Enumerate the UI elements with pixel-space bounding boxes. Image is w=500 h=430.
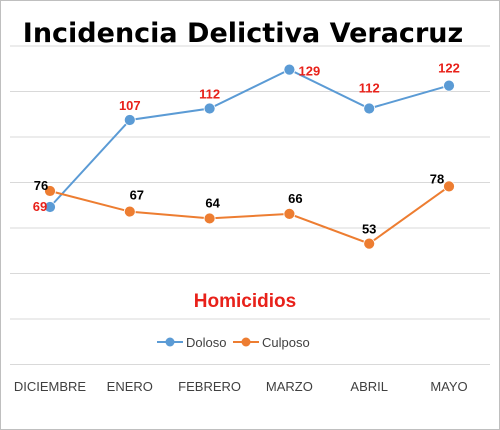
chart-subtitle: Homicidios [194, 291, 296, 312]
chart-title: Incidencia Delictiva Veracruz [23, 18, 463, 49]
point-doloso [363, 102, 376, 115]
legend-marker-doloso [165, 337, 175, 347]
point-culposo [283, 207, 296, 220]
legend-marker-culposo [241, 337, 251, 347]
x-tick-label: ENERO [107, 379, 153, 394]
x-tick-label: ABRIL [350, 379, 388, 394]
legend-label-culposo: Culposo [262, 335, 310, 350]
data-label-doloso: 122 [438, 61, 460, 76]
point-culposo [443, 180, 455, 193]
point-culposo [363, 237, 376, 250]
gridlines [10, 45, 490, 365]
x-tick-label: FEBRERO [178, 379, 241, 394]
data-label-culposo: 76 [34, 178, 48, 193]
data-label-culposo: 64 [205, 195, 220, 210]
legend: Doloso Culposo [157, 335, 310, 350]
x-tick-label: MARZO [266, 379, 313, 394]
series-line-doloso [49, 68, 450, 208]
point-doloso [203, 102, 216, 115]
series-layer [44, 63, 455, 250]
x-axis-ticks: DICIEMBRE ENERO FEBRERO MARZO ABRIL MAYO [14, 379, 468, 394]
point-doloso [283, 63, 296, 76]
data-label-doloso: 129 [299, 64, 321, 79]
data-label-doloso: 69 [33, 199, 47, 214]
point-culposo [123, 205, 136, 218]
point-doloso [44, 201, 56, 213]
data-label-doloso: 112 [199, 87, 220, 102]
point-doloso [443, 79, 455, 92]
data-label-culposo: 53 [362, 222, 376, 237]
series-line-culposo [49, 185, 450, 245]
x-tick-label: DICIEMBRE [14, 379, 87, 394]
legend-label-doloso: Doloso [186, 335, 226, 350]
data-label-culposo: 78 [430, 171, 444, 186]
data-label-doloso: 107 [119, 98, 141, 113]
point-culposo [203, 212, 216, 225]
data-label-doloso: 112 [359, 81, 380, 96]
data-label-culposo: 67 [130, 188, 144, 203]
data-labels: 69 107 112 129 112 122 76 67 64 66 53 78 [33, 61, 460, 237]
point-culposo [44, 185, 56, 197]
point-doloso [123, 114, 136, 126]
x-tick-label: MAYO [430, 379, 467, 394]
data-label-culposo: 66 [288, 191, 302, 206]
